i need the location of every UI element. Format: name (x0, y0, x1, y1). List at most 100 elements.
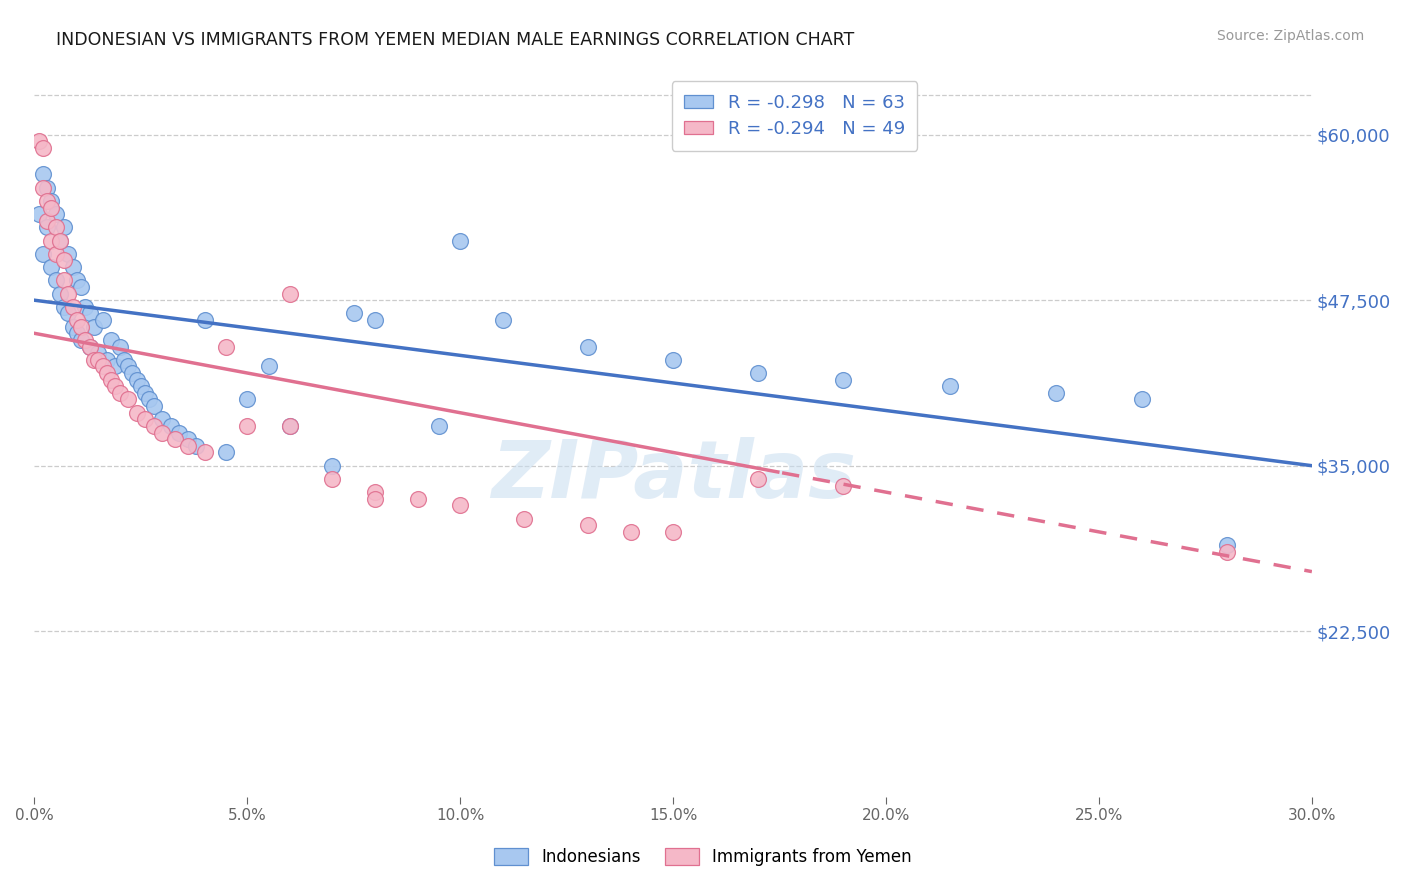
Point (364, 491, 387, 506)
Point (747, 366, 769, 380)
Point (70, 319, 93, 334)
Point (257, 359, 280, 374)
Point (449, 234, 471, 248)
Point (62, 300, 84, 314)
Point (176, 432, 198, 446)
Point (427, 419, 450, 434)
Point (83, 319, 105, 334)
Point (70, 333, 93, 347)
Point (45, 220, 67, 235)
Point (66, 313, 89, 327)
Point (27, 207, 49, 221)
Point (108, 385, 131, 400)
Point (58, 306, 80, 320)
Point (163, 432, 186, 446)
Point (1215, 538, 1237, 552)
Point (96, 366, 118, 380)
Point (104, 359, 127, 374)
Point (150, 425, 173, 440)
Point (45, 273, 67, 287)
Point (662, 524, 685, 539)
Point (75, 333, 97, 347)
Point (79, 340, 101, 354)
Point (91, 313, 114, 327)
Point (449, 499, 471, 513)
Point (37, 214, 59, 228)
Point (278, 286, 301, 301)
Point (104, 379, 127, 393)
Point (87, 352, 110, 367)
Point (236, 419, 259, 434)
Point (1215, 545, 1237, 559)
Point (186, 439, 208, 453)
Point (134, 385, 156, 400)
Legend: R = -0.298   N = 63, R = -0.294   N = 49: R = -0.298 N = 63, R = -0.294 N = 49 (672, 81, 918, 151)
Point (176, 439, 198, 453)
Point (364, 313, 387, 327)
Point (49, 286, 72, 301)
Point (41, 194, 63, 208)
Point (58, 247, 80, 261)
Point (138, 392, 160, 407)
Point (142, 419, 165, 434)
Point (576, 340, 599, 354)
Text: Source: ZipAtlas.com: Source: ZipAtlas.com (1216, 29, 1364, 43)
Point (79, 306, 101, 320)
Point (278, 419, 301, 434)
Point (321, 458, 343, 473)
Point (1045, 385, 1067, 400)
Point (53, 220, 76, 235)
Point (45, 247, 67, 261)
Point (215, 445, 238, 459)
Point (236, 392, 259, 407)
Point (112, 352, 135, 367)
Point (159, 419, 181, 434)
Point (41, 201, 63, 215)
Point (364, 485, 387, 500)
Point (53, 253, 76, 268)
Point (62, 260, 84, 274)
Point (832, 478, 855, 492)
Point (142, 399, 165, 413)
Point (117, 392, 139, 407)
Point (62, 319, 84, 334)
Point (939, 379, 962, 393)
Point (27, 134, 49, 148)
Point (108, 340, 131, 354)
Point (619, 524, 641, 539)
Point (321, 472, 343, 486)
Legend: Indonesians, Immigrants from Yemen: Indonesians, Immigrants from Yemen (488, 841, 918, 873)
Point (32, 180, 55, 194)
Point (32, 168, 55, 182)
Point (278, 419, 301, 434)
Text: INDONESIAN VS IMMIGRANTS FROM YEMEN MEDIAN MALE EARNINGS CORRELATION CHART: INDONESIAN VS IMMIGRANTS FROM YEMEN MEDI… (56, 31, 855, 49)
Point (150, 412, 173, 426)
Point (70, 280, 93, 294)
Point (45, 207, 67, 221)
Point (492, 313, 515, 327)
Point (343, 306, 366, 320)
Point (83, 352, 105, 367)
Point (37, 220, 59, 235)
Point (58, 286, 80, 301)
Point (406, 491, 429, 506)
Point (41, 234, 63, 248)
Point (832, 373, 855, 387)
Point (75, 300, 97, 314)
Point (129, 379, 152, 393)
Point (87, 346, 110, 360)
Point (134, 412, 156, 426)
Point (79, 340, 101, 354)
Point (32, 141, 55, 155)
Point (100, 333, 122, 347)
Point (66, 273, 89, 287)
Point (32, 247, 55, 261)
Point (576, 518, 599, 533)
Point (125, 373, 148, 387)
Point (100, 373, 122, 387)
Point (37, 180, 59, 194)
Text: ZIPatlas: ZIPatlas (491, 437, 856, 516)
Point (49, 234, 72, 248)
Point (49, 234, 72, 248)
Point (1130, 392, 1153, 407)
